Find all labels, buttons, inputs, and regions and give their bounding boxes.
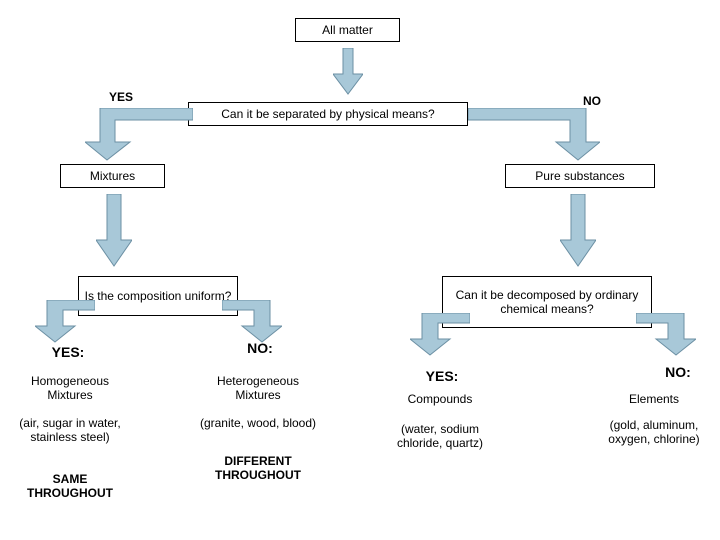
hetero-tag: DIFFERENT THROUGHOUT (198, 454, 318, 482)
node-mixtures: Mixtures (60, 164, 165, 188)
arrow-q3-no (636, 313, 696, 357)
node-q3: Can it be decomposed by ordinary chemica… (442, 276, 652, 328)
compounds: Compounds (380, 392, 500, 406)
elements: Elements (594, 392, 714, 406)
label-yes3: YES: (412, 368, 472, 384)
label-no2: NO: (230, 340, 290, 356)
label-yes1: YES (96, 90, 146, 104)
hetero-ex: (granite, wood, blood) (198, 416, 318, 430)
arrow-q3-yes (410, 313, 470, 357)
elements-ex: (gold, aluminum, oxygen, chlorine) (594, 418, 714, 446)
hetero-title: Heterogeneous Mixtures (198, 374, 318, 402)
arrow-q1-pure (468, 108, 600, 162)
homo-ex: (air, sugar in water, stainless steel) (10, 416, 130, 444)
arrow-allmatter-q1 (333, 48, 363, 96)
label-no1: NO (572, 94, 612, 108)
homo-tag: SAME THROUGHOUT (10, 472, 130, 500)
arrow-q2-no (222, 300, 282, 344)
homo-title: Homogeneous Mixtures (10, 374, 130, 402)
arrow-pure-q3 (560, 194, 596, 268)
compounds-ex: (water, sodium chloride, quartz) (380, 422, 500, 450)
node-all-matter: All matter (295, 18, 400, 42)
node-pure: Pure substances (505, 164, 655, 188)
arrow-q2-yes (35, 300, 95, 344)
label-yes2: YES: (38, 344, 98, 360)
arrow-mixtures-q2 (96, 194, 132, 268)
label-no3: NO: (648, 364, 708, 380)
arrow-q1-mixtures (85, 108, 193, 162)
node-q1: Can it be separated by physical means? (188, 102, 468, 126)
node-q2: Is the composition uniform? (78, 276, 238, 316)
